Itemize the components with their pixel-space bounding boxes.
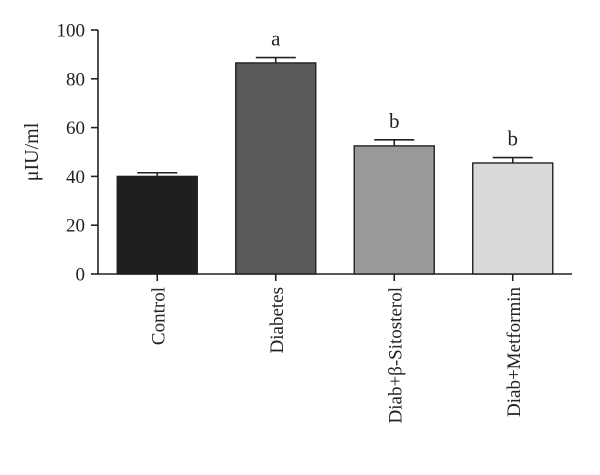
error-bar-3 (374, 139, 415, 146)
error-bar-4 (492, 156, 533, 163)
y-tick-label: 80 (66, 69, 85, 90)
y-tick-label: 100 (57, 21, 86, 42)
bar-4 (472, 162, 554, 275)
x-axis: Control Diabetes Diab+β-Sitosterol Diab+Met… (98, 273, 572, 423)
significance-label-2: a (271, 27, 281, 51)
significance-label-4: b (508, 127, 519, 151)
bars: a b b (116, 27, 554, 275)
bar-3 (353, 145, 435, 275)
error-bar-2 (255, 56, 296, 63)
y-tick-label: 40 (66, 167, 85, 188)
error-bar-1 (137, 171, 178, 177)
x-tick-label: Diab+Metformin (504, 287, 525, 417)
y-tick-label: 20 (66, 216, 85, 237)
x-tick-label: Diab+β-Sitosterol (385, 287, 406, 423)
x-tick-label: Diabetes (267, 287, 288, 353)
bar-2 (235, 62, 317, 275)
x-tick-label: Control (148, 287, 169, 345)
y-tick-label: 0 (76, 265, 86, 286)
bar-1 (116, 175, 198, 275)
y-tick-label: 60 (66, 118, 85, 139)
y-axis-label: μIU/ml (21, 122, 43, 181)
y-axis: 0 20 40 60 80 100 (57, 21, 99, 286)
significance-label-3: b (389, 109, 400, 133)
